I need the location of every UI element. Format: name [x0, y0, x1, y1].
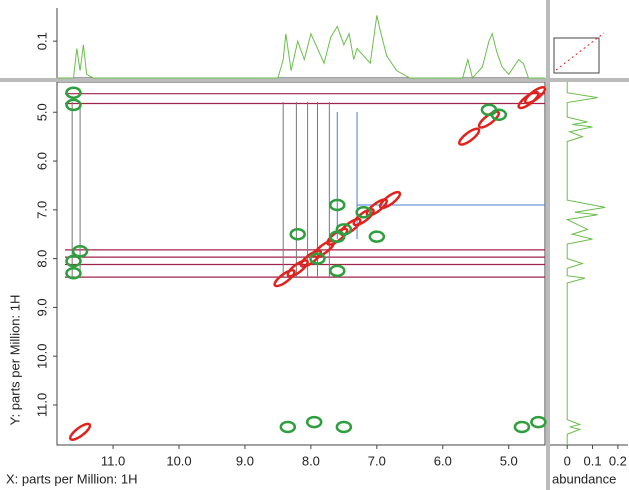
right-x-tick-label: 0.1	[583, 453, 601, 468]
peak	[286, 259, 309, 278]
y-tick-label: 7.0	[34, 201, 49, 219]
y-tick-label: 11.0	[34, 393, 49, 417]
peak	[477, 110, 501, 129]
peak	[523, 86, 547, 105]
peak	[458, 127, 481, 146]
peak	[273, 268, 296, 288]
x-tick-label: 7.0	[368, 453, 386, 468]
peak	[68, 422, 92, 441]
x-tick-label: 8.0	[302, 453, 320, 468]
peak	[71, 245, 89, 258]
peak	[329, 264, 346, 278]
right-projection-trace	[565, 82, 606, 445]
peak	[65, 267, 82, 280]
right-x-tick-label: 0.2	[609, 453, 627, 468]
x-tick-label: 5.0	[500, 453, 518, 468]
peak	[305, 415, 323, 429]
right-x-tick-label: 0	[564, 453, 571, 468]
peak	[365, 198, 388, 217]
abundance-title: abundance	[552, 471, 616, 486]
y-tick-label: 10.0	[34, 344, 49, 369]
y-axis-title: Y: parts per Million: 1H	[7, 295, 22, 426]
peak	[335, 420, 353, 434]
x-axis-title: X: parts per Million: 1H	[6, 471, 138, 486]
x-tick-label: 11.0	[101, 453, 125, 468]
peak	[309, 252, 326, 265]
top-projection-trace	[57, 15, 545, 80]
inset-box	[553, 37, 600, 74]
y-tick-label: 5.0	[34, 103, 49, 121]
y-tick-label: 6.0	[34, 152, 49, 170]
peak	[289, 227, 306, 241]
splitter-horizontal	[0, 78, 629, 82]
peak	[355, 206, 372, 219]
splitter-vertical	[546, 0, 550, 490]
x-tick-label: 6.0	[434, 453, 452, 468]
peak	[530, 415, 547, 429]
peak	[329, 230, 346, 243]
peak	[368, 230, 386, 243]
peak	[326, 227, 349, 246]
y-tick-label: 8.0	[34, 250, 49, 268]
peak	[65, 86, 82, 99]
top-y-tick-label: 0.1	[34, 32, 49, 50]
peak	[65, 254, 82, 268]
inset-diagonal	[555, 32, 605, 71]
peak	[513, 420, 531, 434]
y-tick-label: 9.0	[34, 298, 49, 316]
peak	[329, 198, 346, 212]
peak	[279, 420, 297, 434]
peak	[490, 108, 508, 121]
peak	[65, 98, 82, 112]
x-tick-label: 10.0	[166, 453, 191, 468]
peak	[378, 190, 402, 210]
peak	[352, 208, 375, 227]
x-tick-label: 9.0	[236, 453, 254, 468]
